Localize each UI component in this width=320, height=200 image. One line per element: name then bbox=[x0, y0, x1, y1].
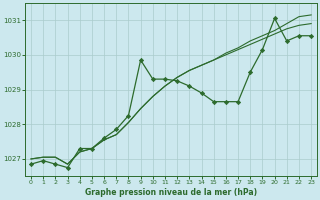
X-axis label: Graphe pression niveau de la mer (hPa): Graphe pression niveau de la mer (hPa) bbox=[85, 188, 257, 197]
